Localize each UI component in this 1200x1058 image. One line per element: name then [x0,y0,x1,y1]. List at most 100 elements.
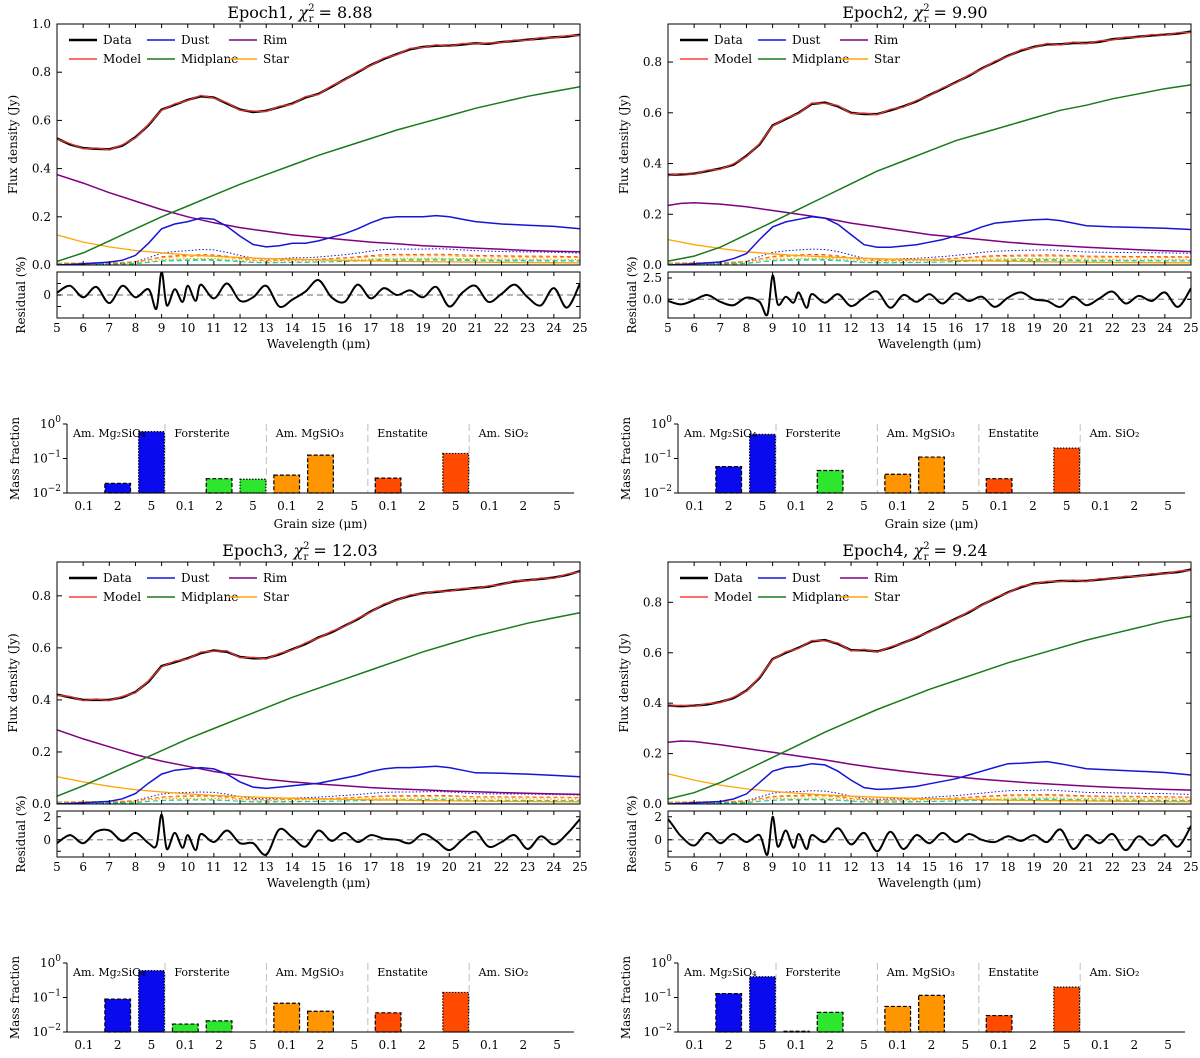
x-tick-label: 14 [896,860,912,874]
x-tick-label: 13 [259,321,274,335]
title-sub: r [304,552,309,563]
x-tick-label: 17 [363,321,378,335]
x-tick-label: 24 [1157,860,1173,874]
mineral-group-label: Enstatite [988,427,1039,440]
y-tick-label: 0.2 [32,745,51,759]
mass-fraction-bar [273,1002,301,1033]
legend: Data Dust Rim Model Midplane Star [69,33,289,66]
x-tick-label: 21 [468,860,483,874]
x-tick-label: 22 [1105,321,1120,335]
x-tick-label: 6 [690,321,698,335]
legend-label: Model [714,590,752,604]
grain-size-tick-label: 5 [452,499,460,513]
grain-size-tick-label: 5 [350,499,358,513]
x-tick-label: 14 [285,321,301,335]
residual-axis-label: Residual (%) [625,256,639,333]
x-tick-label: 21 [1079,321,1094,335]
y-tick-label: 0.4 [32,162,51,176]
residual-y-tick-label: 2 [654,810,662,824]
x-tick-label: 24 [1157,321,1173,335]
mineral-group-label: Enstatite [988,966,1039,979]
grain-size-tick-label: 0.1 [990,1038,1009,1052]
title-value: = 9.24 [928,541,987,560]
bar-y-tick-base: 10 [651,956,666,970]
rim-line [57,173,580,253]
grain-size-tick-label: 5 [759,1038,767,1052]
x-tick-label: 25 [1183,860,1198,874]
legend-label: Dust [792,571,821,585]
legend-label: Rim [874,33,899,47]
mass-fraction-bar [104,482,132,494]
dust-component-line [57,790,580,804]
model-line [57,571,580,702]
bar-y-tick-base: 10 [643,1025,658,1039]
x-tick-label: 25 [572,860,587,874]
title-chi: χ [913,541,925,560]
y-tick-label: 0.6 [32,641,51,655]
mineral-group-label: Forsterite [785,966,840,979]
mass-fraction-bar [374,1012,402,1033]
title-value: = 8.88 [313,3,372,22]
y-tick-label: 0.2 [643,747,662,761]
mass-fraction-bar [715,466,743,494]
grain-size-tick-label: 0.1 [277,1038,296,1052]
bar-y-tick-base: 10 [32,1025,47,1039]
grain-size-tick-label: 5 [759,499,767,513]
bar-y-tick-label: 10−2 [32,484,61,500]
grain-size-tick-label: 5 [249,499,257,513]
bar-y-tick-label: 10−2 [643,484,672,500]
x-tick-label: 25 [572,321,587,335]
dust-line [57,214,580,265]
grain-size-tick-label: 0.1 [480,499,499,513]
x-tick-label: 20 [442,321,457,335]
mass-fraction-bar [985,1014,1013,1033]
star-line [57,234,580,264]
grain-size-tick-label: 0.1 [787,499,806,513]
x-tick-label: 7 [105,860,113,874]
x-tick-label: 13 [259,860,274,874]
grain-size-tick-label: 5 [553,1038,561,1052]
bar-y-tick-label: 100 [651,954,672,970]
residual-y-tick-label: 2 [43,810,51,824]
bar-y-tick-base: 10 [32,486,47,500]
grain-size-tick-label: 5 [249,1038,257,1052]
mass-fraction-bar [749,433,776,494]
x-tick-label: 9 [158,860,166,874]
residual-frame [56,810,581,858]
grain-size-tick-label: 5 [961,1038,969,1052]
rim-line [668,202,1191,253]
mass-fraction-bar [205,478,233,494]
grain-size-tick-label: 0.1 [176,499,195,513]
bar-y-tick-base: 10 [643,486,658,500]
mineral-group-label: Enstatite [377,427,428,440]
bar-y-axis-label: Mass fraction [619,956,633,1040]
legend-label: Data [103,571,132,585]
bar-y-tick-exp: −1 [659,450,672,460]
x-tick-label: 7 [716,860,724,874]
mass-fraction-bars: 0.1 2 5 Am. Mg₂SiO₄ 0.1 2 5 Forsterite 0.1 2 5 Am. … [619,415,1185,531]
mineral-group-label: Am. MgSiO₃ [886,966,955,979]
x-tick-label: 11 [817,860,832,874]
mass-fraction-bar [1053,986,1081,1033]
mass-fraction-bar [816,1011,844,1033]
bar-y-tick-base: 10 [32,452,47,466]
residual-y-tick-label: 0 [43,833,51,847]
title-text: Epoch4, [842,541,913,560]
midplane-line [57,611,580,797]
grain-size-tick-label: 2 [215,1038,223,1052]
y-axis-label: Flux density (Jy) [6,633,20,732]
bar-y-tick-base: 10 [651,417,666,431]
x-tick-label: 13 [870,860,885,874]
legend-label: Star [263,590,289,604]
mineral-group-label: Am. SiO₂ [478,966,529,979]
residual-lines [57,813,580,856]
bar-y-tick-base: 10 [40,956,55,970]
x-tick-label: 19 [1026,860,1041,874]
legend-label: Midplane [181,590,238,604]
grain-size-tick-label: 0.1 [74,1038,93,1052]
x-tick-label: 8 [743,860,751,874]
legend-label: Dust [181,33,210,47]
legend-label: Model [714,52,752,66]
bar-y-axis-label: Mass fraction [8,956,22,1040]
